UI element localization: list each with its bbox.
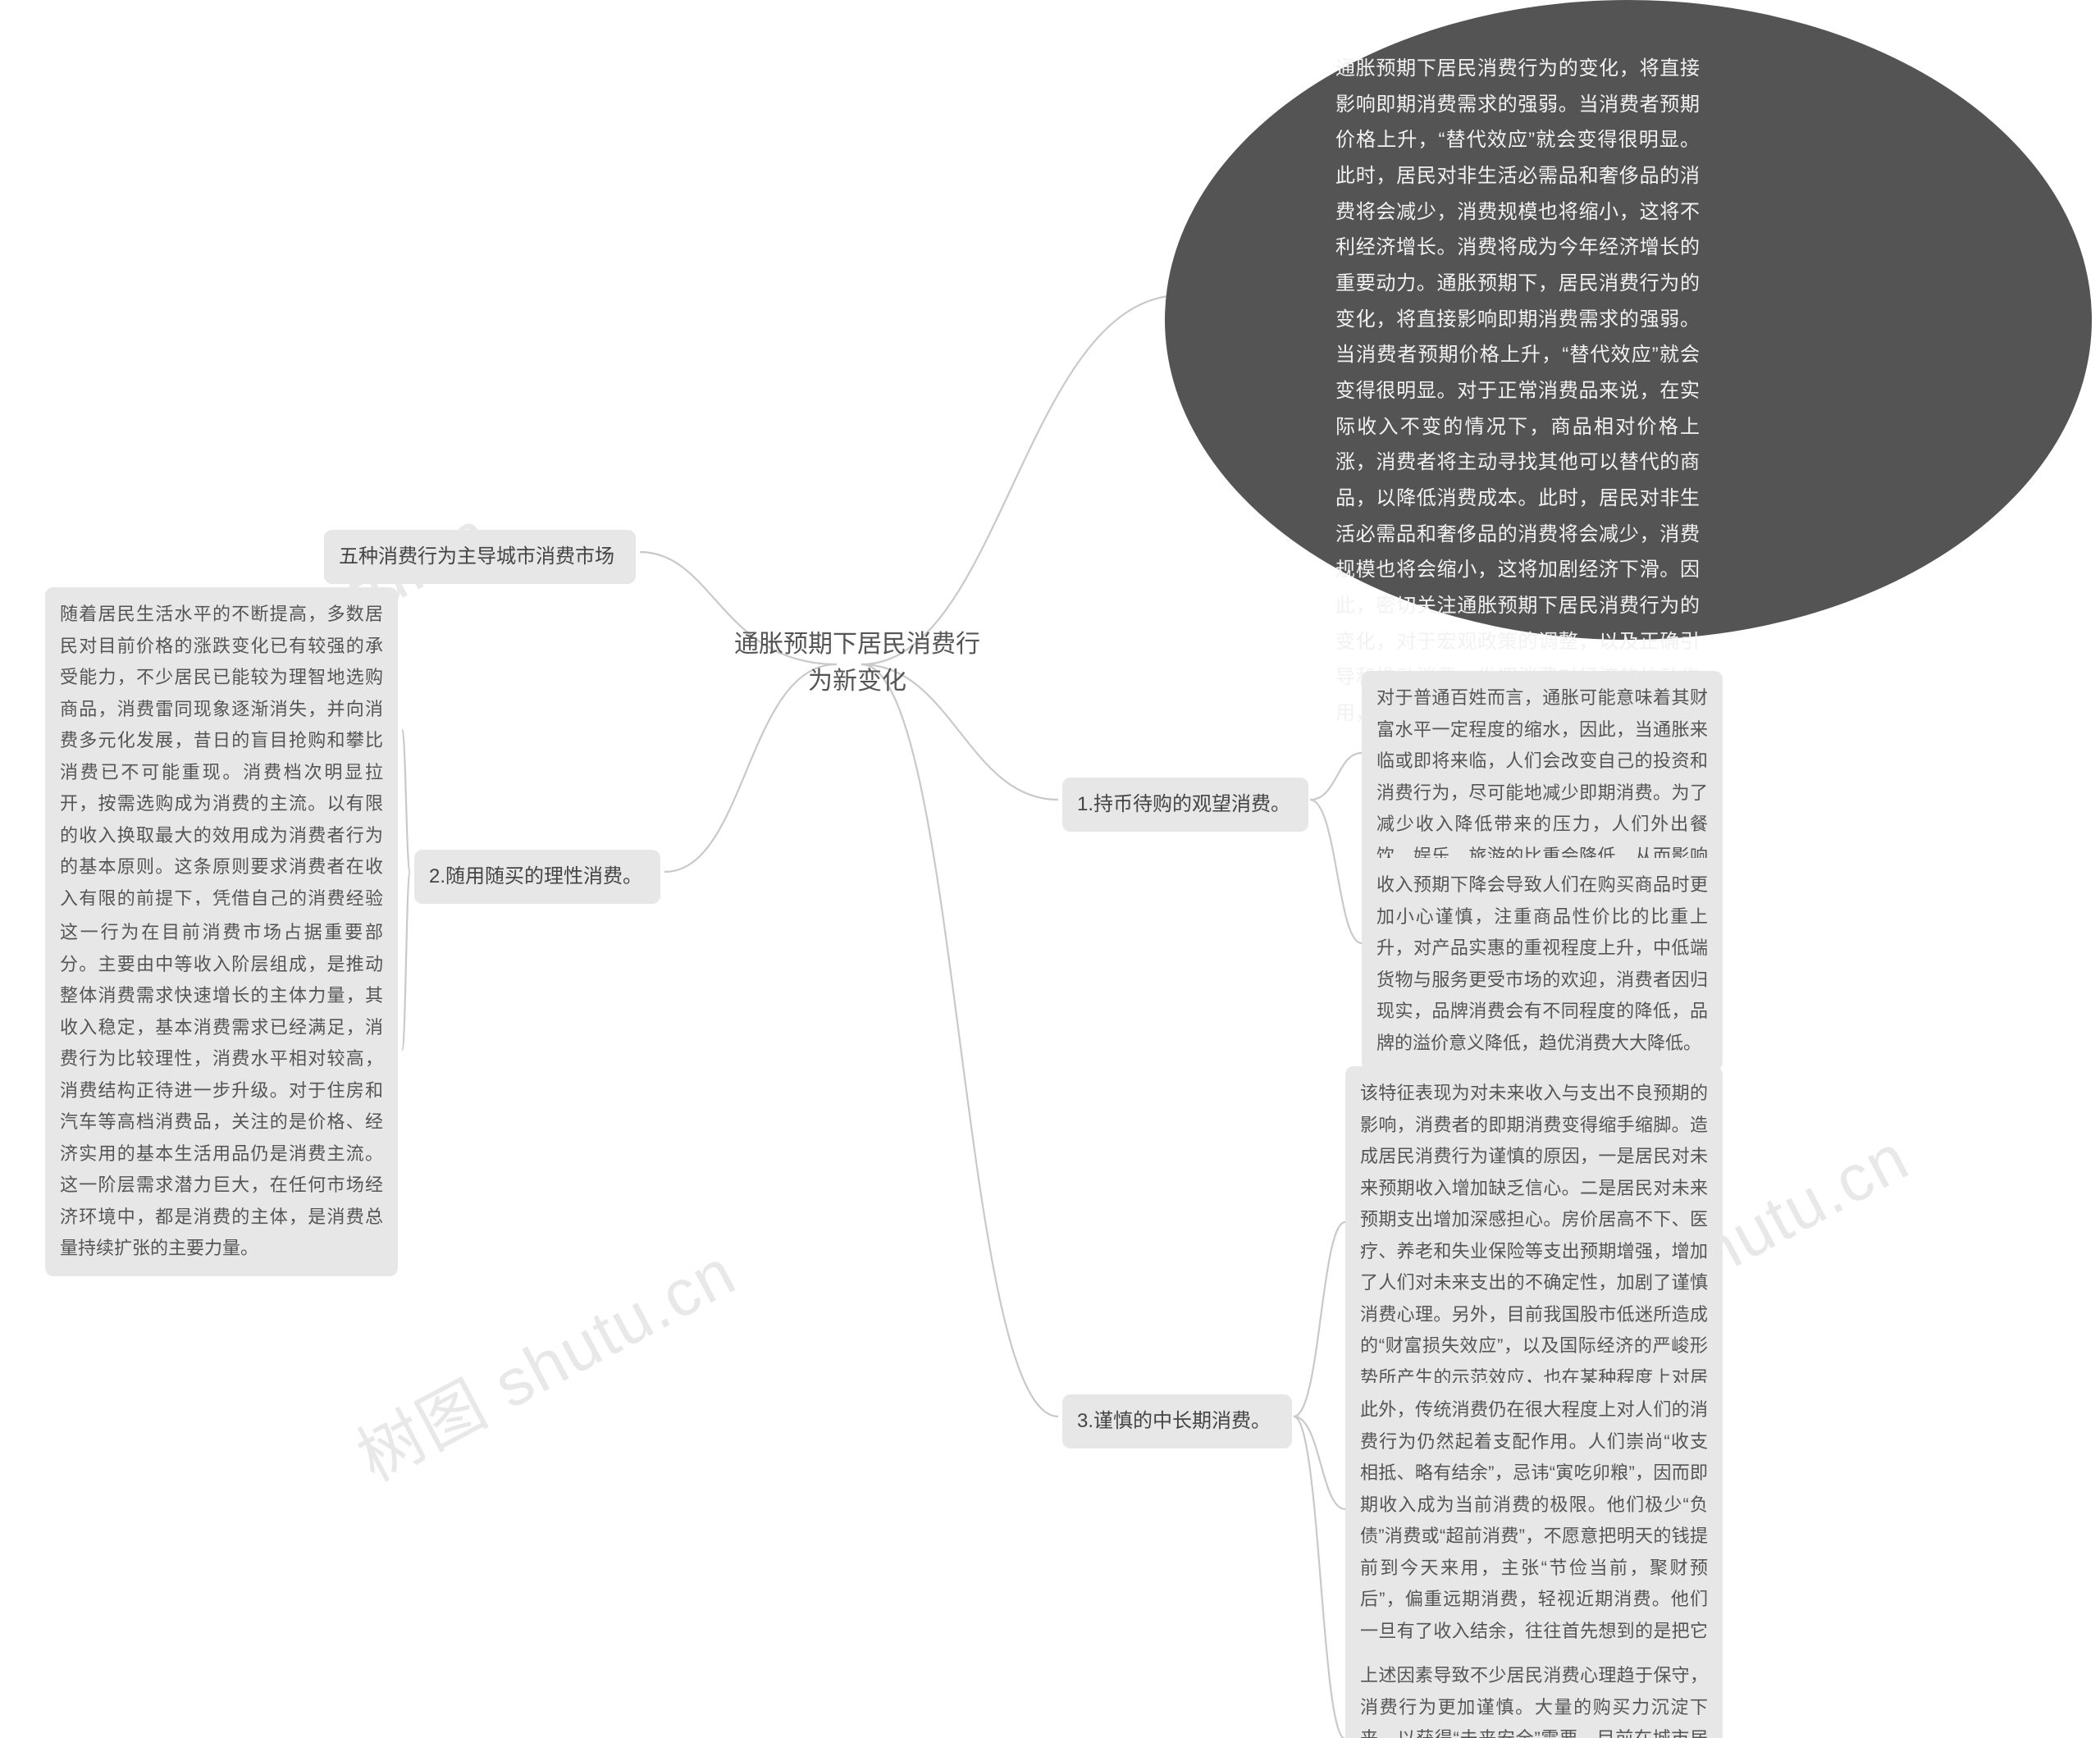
branch-wait-and-see[interactable]: 1.持币待购的观望消费。: [1062, 778, 1308, 832]
branch-cautious-consumption[interactable]: 3.谨慎的中长期消费。: [1062, 1394, 1292, 1448]
edge: [1294, 1222, 1345, 1416]
edge: [1294, 1416, 1345, 1738]
ellipse-text: 通胀预期下居民消费行为的变化，将直接影响即期消费需求的强弱。当消费者预期价格上升…: [1321, 39, 1714, 743]
branch-rational-consumption[interactable]: 2.随用随买的理性消费。: [414, 850, 660, 904]
edge: [1294, 1416, 1345, 1509]
leaf-rational-2[interactable]: 这一行为在目前消费市场占据重要部分。主要由中等收入阶层组成，是推动整体消费需求快…: [45, 905, 398, 1276]
leaf-cautious-3[interactable]: 上述因素导致不少居民消费心理趋于保守，消费行为更加谨慎。大量的购买力沉淀下来，以…: [1345, 1649, 1723, 1738]
edge: [402, 872, 410, 1050]
edge: [402, 730, 410, 872]
mindmap-canvas: 树图 shutu.cn 树图 shutu.cn 树图 shutu.cn 树图 s…: [0, 0, 2100, 1738]
watermark: 树图 shutu.cn: [338, 1220, 750, 1499]
root-node[interactable]: 通胀预期下居民消费行为新变化: [718, 614, 997, 711]
branch-five-behaviors[interactable]: 五种消费行为主导城市消费市场: [324, 530, 636, 584]
edge: [1310, 800, 1362, 943]
edge: [861, 664, 1058, 1416]
leaf-wait-2[interactable]: 收入预期下降会导致人们在购买商品时更加小心谨慎，注重商品性价比的比重上升，对产品…: [1362, 858, 1723, 1070]
edge: [1310, 753, 1362, 800]
edge: [861, 295, 1181, 664]
